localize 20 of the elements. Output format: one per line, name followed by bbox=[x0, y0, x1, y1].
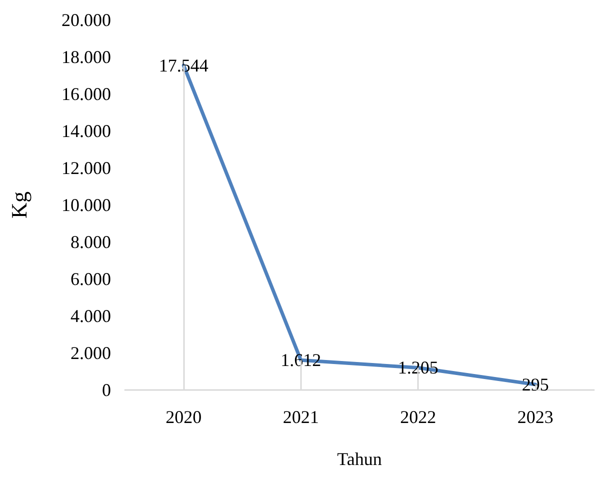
y-tick-label: 14.000 bbox=[62, 121, 111, 141]
x-tick-label: 2022 bbox=[400, 407, 436, 427]
y-tick-label: 4.000 bbox=[70, 306, 111, 326]
data-label: 295 bbox=[522, 374, 549, 395]
y-tick-label: 2.000 bbox=[70, 343, 111, 363]
data-label: 1.612 bbox=[280, 350, 322, 370]
x-tick-label: 2020 bbox=[166, 407, 202, 427]
y-tick-label: 0 bbox=[102, 380, 111, 400]
data-label: 17.544 bbox=[158, 55, 208, 76]
x-tick-label: 2021 bbox=[282, 407, 319, 427]
y-tick-label: 8.000 bbox=[70, 232, 111, 252]
y-axis-title: Kg bbox=[6, 192, 32, 218]
y-tick-label: 20.000 bbox=[62, 10, 111, 30]
x-axis-title: Tahun bbox=[337, 449, 382, 469]
y-tick-label: 6.000 bbox=[70, 269, 111, 289]
y-tick-label: 18.000 bbox=[62, 47, 111, 67]
x-tick-label: 2023 bbox=[517, 407, 554, 427]
y-tick-label: 12.000 bbox=[62, 158, 111, 178]
y-tick-label: 10.000 bbox=[62, 195, 111, 215]
y-tick-label: 16.000 bbox=[62, 84, 111, 104]
